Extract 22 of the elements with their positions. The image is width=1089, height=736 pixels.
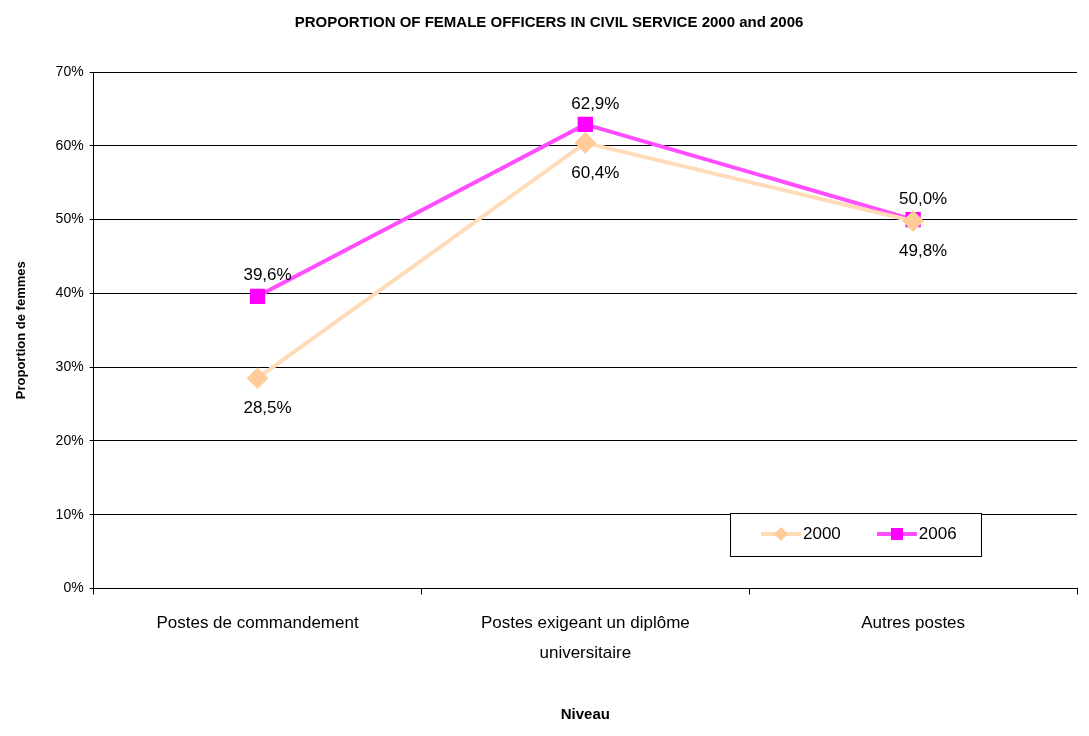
x-tick-label: Autres postes [861, 613, 966, 633]
y-tick-label: 60% [55, 136, 84, 153]
chart-title: PROPORTION OF FEMALE OFFICERS IN CIVIL SERVICE 2000 and 2006 [294, 13, 804, 31]
x-tick-label: Postes de commandement [156, 613, 359, 633]
x-tick-label: Postes exigeant un diplôme universitaire [480, 613, 690, 662]
data-label: 39,6% [243, 265, 292, 285]
y-tick-label: 10% [55, 505, 84, 522]
y-tick-label: 50% [55, 210, 84, 227]
legend-label: 2000 [803, 523, 841, 544]
y-tick-label: 70% [55, 62, 84, 79]
data-label: 49,8% [899, 241, 948, 261]
y-axis-title: Proportion de femmes [13, 261, 29, 400]
data-label: 62,9% [571, 93, 620, 113]
y-tick-label: 40% [55, 284, 84, 301]
data-label: 60,4% [571, 163, 620, 183]
y-tick-label: 0% [63, 579, 84, 596]
legend-label: 2006 [918, 523, 957, 544]
x-axis-title: Niveau [560, 705, 610, 723]
y-tick-label: 30% [55, 358, 84, 374]
data-label: 28,5% [243, 398, 292, 418]
data-label: 50,0% [899, 188, 948, 208]
y-tick-label: 20% [55, 431, 84, 448]
